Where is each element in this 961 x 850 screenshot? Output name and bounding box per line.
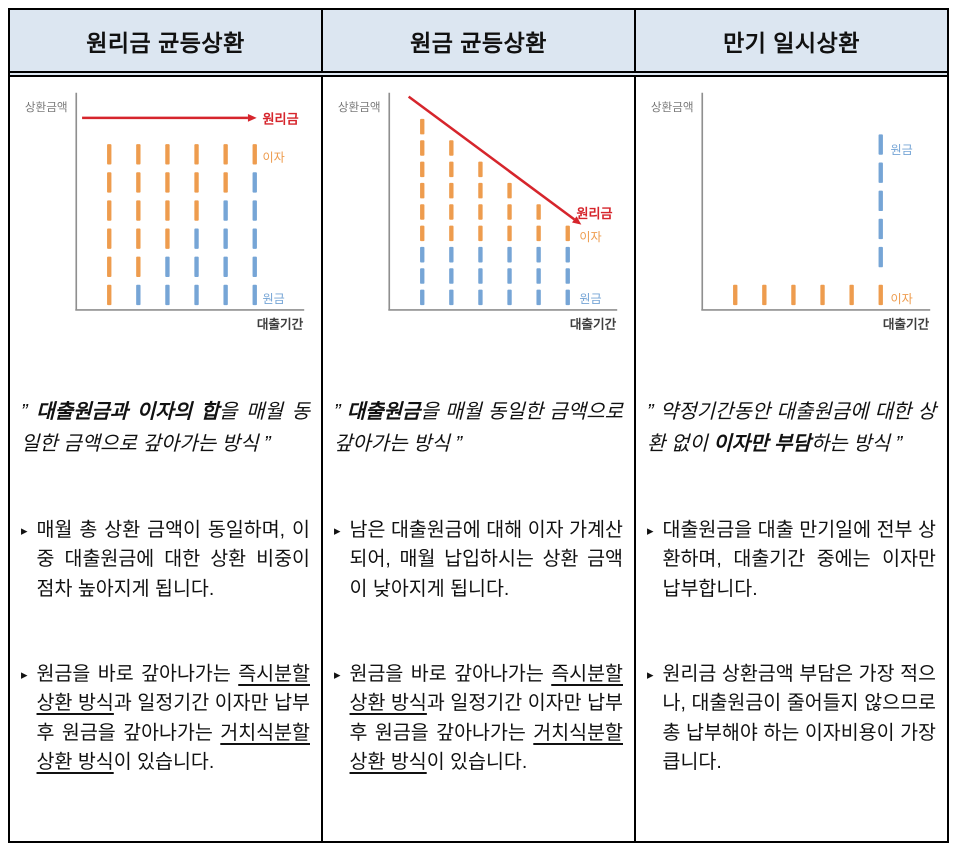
bullet-item: ▸ 원리금 상환금액 부담은 가장 적으나, 대출원금이 줄어들지 않으므로 총…	[647, 660, 936, 779]
svg-text:원금: 원금	[579, 292, 601, 306]
quote-bold-text: 이자만 부담	[713, 433, 811, 456]
svg-text:원리금: 원리금	[263, 112, 299, 127]
quote-text: 하는 방식 ”	[810, 433, 903, 456]
svg-text:원리금: 원리금	[576, 206, 612, 221]
header-equal-principal-interest: 원리금 균등상환	[10, 10, 323, 71]
bullet-item: ▸ 남은 대출원금에 대해 이자 가계산되어, 매월 납입하시는 상환 금액이 …	[334, 516, 623, 605]
bullet-text: 원금을 바로 갚아나가는 즉시분할상환 방식과 일정기간 이자만 납부 후 원금…	[36, 662, 310, 774]
triangle-bullet-icon: ▸	[647, 522, 654, 538]
bullet-item: ▸ 매월 총 상환 금액이 동일하며, 이중 대출원금에 대한 상환 비중이 점…	[21, 516, 310, 605]
loan-repayment-comparison-table: 원리금 균등상환 원금 균등상환 만기 일시상환 상환금액 대출기간 이자 원금 원리금…	[8, 8, 949, 843]
svg-text:원금: 원금	[890, 143, 912, 157]
quote-description: ” 대출원금과 이자의 합을 매월 동일한 금액으로 갚아가는 방식 ”	[21, 396, 310, 461]
header-equal-principal: 원금 균등상환	[323, 10, 636, 71]
text-block: ” 대출원금을 매월 동일한 금액으로 갚아가는 방식 ” ▸ 남은 대출원금에…	[333, 341, 624, 833]
header-lump-sum-maturity: 만기 일시상환	[723, 29, 860, 56]
bullet-text: 대출원금을 대출 만기일에 전부 상환하며, 대출기간 중에는 이자만 납부합니…	[662, 518, 936, 600]
quote-description: ” 대출원금을 매월 동일한 금액으로 갚아가는 방식 ”	[334, 396, 623, 461]
svg-text:원금: 원금	[263, 292, 285, 306]
bullet-text: 원리금 상환금액 부담은 가장 적으나, 대출원금이 줄어들지 않으므로 총 납…	[662, 662, 936, 774]
svg-text:상환금액: 상환금액	[338, 101, 381, 114]
triangle-bullet-icon: ▸	[334, 522, 341, 538]
bullet-text: 매월 총 상환 금액이 동일하며, 이중 대출원금에 대한 상환 비중이 점차 …	[36, 518, 310, 600]
svg-text:이자: 이자	[263, 151, 285, 165]
quote-text: ” 약정기간동안 대출원금에 대한 상환 없이	[647, 400, 936, 456]
quote-bold-text: 대출원금과 이자의 합	[36, 400, 220, 423]
svg-text:이자: 이자	[579, 230, 601, 244]
triangle-bullet-icon: ▸	[334, 666, 341, 682]
bullet-item: ▸ 대출원금을 대출 만기일에 전부 상환하며, 대출기간 중에는 이자만 납부…	[647, 516, 936, 605]
text-block: ” 약정기간동안 대출원금에 대한 상환 없이 이자만 부담하는 방식 ” ▸ …	[646, 341, 937, 833]
triangle-bullet-icon: ▸	[647, 666, 654, 682]
svg-text:상환금액: 상환금액	[25, 101, 68, 114]
bullet-text: 남은 대출원금에 대해 이자 가계산되어, 매월 납입하시는 상환 금액이 낮아…	[349, 518, 623, 600]
quote-bold-text: 대출원금	[346, 400, 421, 423]
svg-text:대출기간: 대출기간	[570, 316, 617, 331]
triangle-bullet-icon: ▸	[21, 666, 28, 682]
table-header-row: 원리금 균등상환 원금 균등상환 만기 일시상환	[10, 10, 947, 77]
svg-text:이자: 이자	[890, 292, 912, 306]
svg-text:상환금액: 상환금액	[651, 101, 694, 114]
bullet-text: 원금을 바로 갚아나가는 즉시분할상환 방식과 일정기간 이자만 납부 후 원금…	[349, 662, 623, 774]
bullet-item: ▸ 원금을 바로 갚아나가는 즉시분할상환 방식과 일정기간 이자만 납부 후 …	[21, 660, 310, 779]
triangle-bullet-icon: ▸	[21, 522, 28, 538]
svg-text:대출기간: 대출기간	[257, 316, 304, 331]
table-body-row: 상환금액 대출기간 이자 원금 원리금 ” 대출원금과 이자의 합을 매월 동일한 금액…	[10, 77, 947, 841]
quote-text: 을 매월 동일한 금액으로 갚아가는 방식 ”	[21, 400, 311, 456]
bullet-item: ▸ 원금을 바로 갚아나가는 즉시분할상환 방식과 일정기간 이자만 납부 후 …	[334, 660, 623, 779]
text-block: ” 대출원금과 이자의 합을 매월 동일한 금액으로 갚아가는 방식 ” ▸ 매…	[20, 341, 311, 833]
quote-text: ”	[334, 400, 347, 423]
quote-description: ” 약정기간동안 대출원금에 대한 상환 없이 이자만 부담하는 방식 ”	[647, 396, 936, 461]
quote-text: ”	[21, 400, 37, 423]
quote-text: 을 매월 동일한 금액으로 갚아가는 방식 ”	[334, 400, 623, 456]
svg-text:대출기간: 대출기간	[883, 316, 930, 331]
